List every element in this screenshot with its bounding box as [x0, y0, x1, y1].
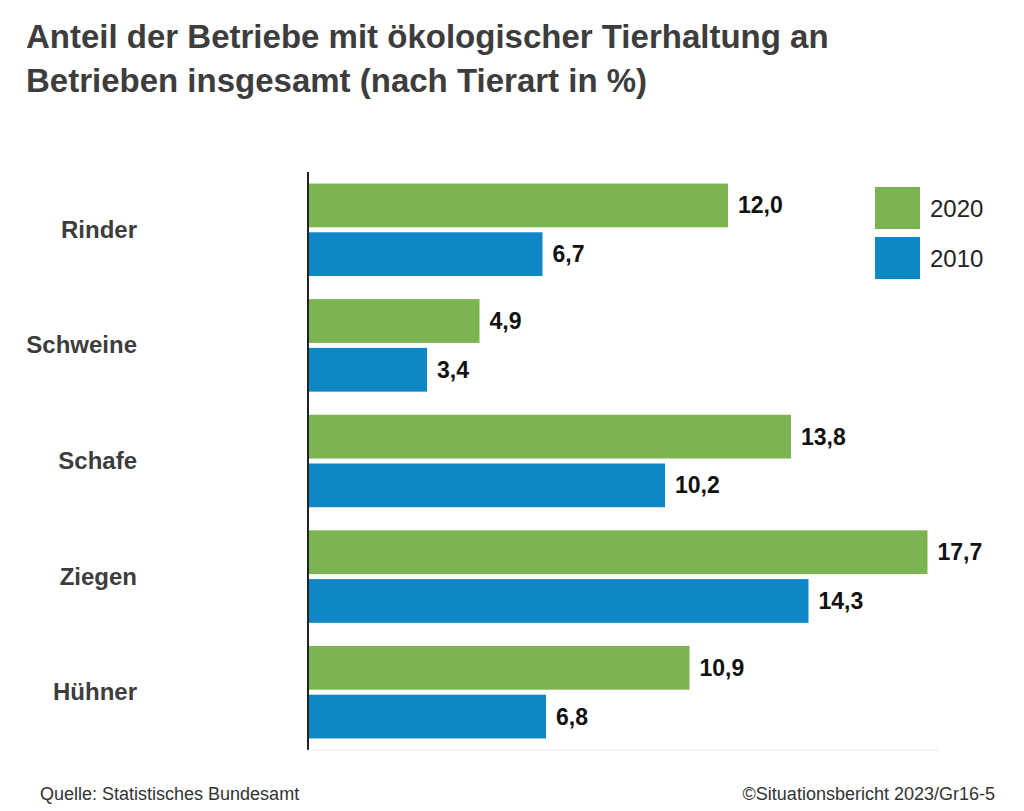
source: Quelle: Statistisches Bundesamt [40, 784, 299, 804]
data-label: 12,0 [738, 192, 783, 218]
bar [308, 464, 665, 508]
bar [308, 695, 546, 739]
bar [308, 299, 480, 343]
legend-label: 2020 [930, 195, 983, 222]
data-label: 10,2 [675, 472, 720, 498]
category-label: Schweine [26, 331, 137, 358]
chart-root: Anteil der Betriebe mit ökologischer Tie… [0, 0, 1024, 811]
category-label: Ziegen [60, 563, 137, 590]
legend-swatch [875, 237, 920, 279]
axis-line [307, 172, 309, 750]
bar [308, 184, 728, 228]
legend-label: 2010 [930, 245, 983, 272]
data-label: 6,7 [553, 241, 585, 267]
bar [308, 646, 690, 690]
data-label: 14,3 [819, 588, 864, 614]
category-label: Hühner [53, 678, 137, 705]
title: Anteil der Betriebe mit ökologischer Tie… [26, 18, 829, 99]
axis-range-line [308, 750, 938, 751]
legend-swatch [875, 187, 920, 229]
title-line: Betrieben insgesamt (nach Tierart in %) [26, 62, 647, 99]
data-label: 4,9 [490, 308, 522, 334]
plot-area [308, 184, 928, 739]
bar [308, 415, 791, 459]
category-label: Schafe [58, 447, 137, 474]
data-label: 13,8 [801, 424, 846, 450]
bar [308, 232, 543, 276]
bar [308, 530, 928, 574]
credit: ©Situationsbericht 2023/Gr16-5 [743, 784, 995, 804]
data-label: 6,8 [556, 704, 588, 730]
bar [308, 348, 427, 392]
title-line: Anteil der Betriebe mit ökologischer Tie… [26, 18, 829, 55]
data-label: 10,9 [700, 655, 745, 681]
bar [308, 579, 809, 623]
category-label: Rinder [61, 216, 137, 243]
data-label: 3,4 [437, 357, 469, 383]
data-label: 17,7 [938, 539, 983, 565]
